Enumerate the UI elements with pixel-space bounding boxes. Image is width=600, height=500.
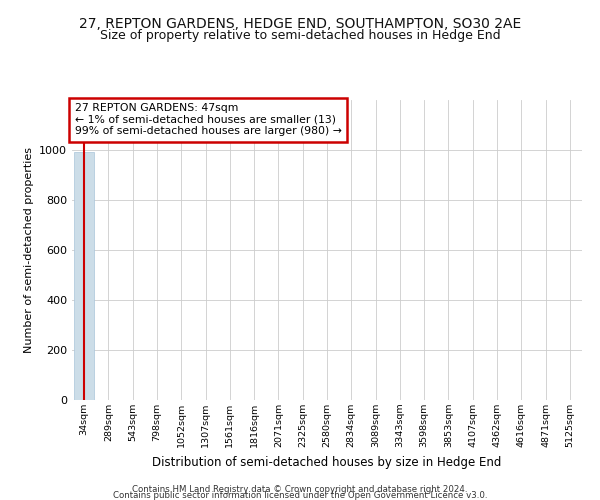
Y-axis label: Number of semi-detached properties: Number of semi-detached properties [23,147,34,353]
Bar [74,152,94,400]
Text: Contains HM Land Registry data © Crown copyright and database right 2024.: Contains HM Land Registry data © Crown c… [132,484,468,494]
Text: 27 REPTON GARDENS: 47sqm
← 1% of semi-detached houses are smaller (13)
99% of se: 27 REPTON GARDENS: 47sqm ← 1% of semi-de… [74,103,341,136]
Text: 27, REPTON GARDENS, HEDGE END, SOUTHAMPTON, SO30 2AE: 27, REPTON GARDENS, HEDGE END, SOUTHAMPT… [79,18,521,32]
Text: Contains public sector information licensed under the Open Government Licence v3: Contains public sector information licen… [113,490,487,500]
Text: Size of property relative to semi-detached houses in Hedge End: Size of property relative to semi-detach… [100,29,500,42]
X-axis label: Distribution of semi-detached houses by size in Hedge End: Distribution of semi-detached houses by … [152,456,502,468]
